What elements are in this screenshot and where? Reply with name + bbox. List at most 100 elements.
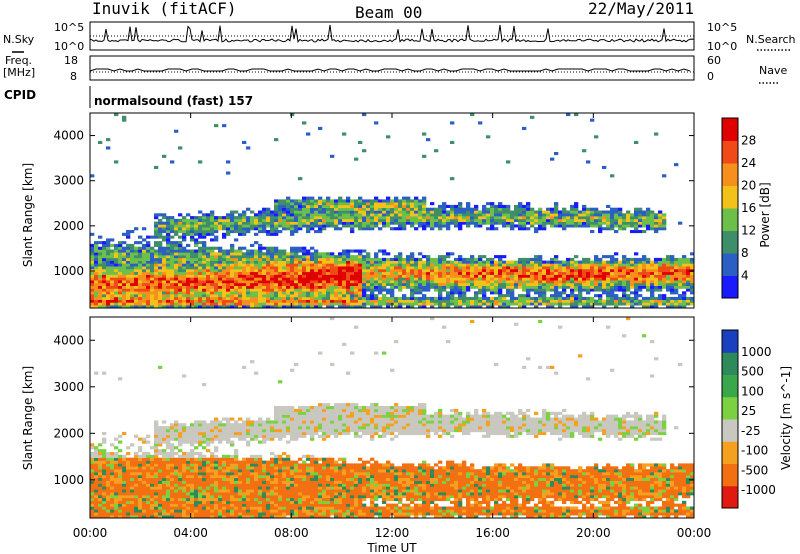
- power-cell: [322, 282, 327, 286]
- power-cell: [350, 224, 355, 228]
- power-cell: [470, 305, 475, 309]
- power-cell: [374, 263, 379, 267]
- power-cell: [598, 216, 603, 220]
- power-cell: [298, 296, 303, 300]
- velocity-cell: [98, 463, 103, 467]
- power-cell: [270, 260, 275, 264]
- power-cell: [198, 257, 203, 261]
- power-cell: [378, 207, 383, 211]
- velocity-cell: [210, 495, 215, 499]
- power-cell: [230, 252, 235, 256]
- power-cell: [290, 249, 295, 253]
- velocity-cell: [162, 509, 167, 513]
- velocity-cell: [126, 477, 131, 481]
- power-colorbar-tick: 28: [741, 134, 756, 148]
- power-cell: [462, 282, 467, 286]
- power-cell: [298, 271, 303, 275]
- power-cell: [634, 213, 639, 217]
- power-cell: [594, 218, 599, 222]
- power-cell: [510, 282, 515, 286]
- power-cell: [366, 294, 371, 298]
- power-cell: [498, 285, 503, 289]
- power-cell: [142, 266, 147, 270]
- velocity-cell: [166, 474, 171, 479]
- velocity-cell: [142, 492, 147, 496]
- power-cell: [202, 216, 207, 220]
- power-cell: [474, 280, 479, 284]
- power-cell: [146, 305, 151, 309]
- power-cell: [626, 269, 631, 273]
- velocity-cell: [146, 489, 151, 493]
- power-cell: [114, 285, 119, 289]
- velocity-cell: [158, 434, 163, 438]
- power-cell: [330, 255, 335, 259]
- power-cell: [266, 291, 271, 295]
- power-cell: [346, 274, 351, 278]
- power-cell: [362, 249, 367, 253]
- power-cell: [642, 255, 647, 259]
- power-cell: [266, 288, 271, 292]
- power-cell: [90, 299, 95, 303]
- power-cell: [526, 277, 531, 281]
- power-cell: [94, 294, 99, 298]
- power-cell: [438, 216, 443, 220]
- power-cell: [526, 210, 531, 214]
- power-cell: [238, 246, 243, 250]
- power-cell: [206, 302, 211, 306]
- power-cell: [118, 246, 123, 250]
- power-cell: [266, 282, 271, 286]
- power-cell: [310, 260, 315, 264]
- velocity-cell: [202, 383, 207, 387]
- power-cell: [674, 299, 679, 303]
- power-cell: [238, 288, 243, 292]
- power-cell: [426, 207, 431, 211]
- power-cell: [198, 271, 203, 275]
- power-cell: [90, 296, 95, 300]
- power-cell: [410, 216, 415, 220]
- power-cell: [290, 277, 295, 281]
- power-cell: [234, 299, 239, 303]
- power-cell: [626, 213, 631, 217]
- power-cell: [278, 257, 283, 261]
- power-cell: [238, 299, 243, 303]
- power-cell: [434, 207, 439, 211]
- power-cell: [490, 227, 495, 231]
- power-cell: [462, 271, 467, 275]
- power-cell: [250, 282, 255, 286]
- power-cell: [526, 260, 531, 264]
- power-cell: [258, 269, 263, 273]
- power-cell: [422, 132, 427, 136]
- velocity-cell: [206, 515, 211, 519]
- velocity-cell: [158, 365, 163, 369]
- power-cell: [278, 255, 283, 259]
- power-cell: [590, 218, 595, 222]
- power-cell: [334, 280, 339, 284]
- power-cell: [670, 302, 675, 306]
- power-cell: [590, 285, 595, 289]
- power-cell: [406, 218, 411, 222]
- power-cell: [574, 299, 579, 303]
- velocity-cell: [202, 446, 207, 450]
- power-cell: [642, 224, 647, 228]
- power-cell: [330, 263, 335, 267]
- power-cell: [586, 266, 591, 270]
- power-cell: [198, 232, 203, 236]
- power-cell: [414, 257, 419, 261]
- power-cell: [502, 266, 507, 270]
- power-cell: [674, 163, 679, 167]
- power-cell: [538, 227, 543, 231]
- power-cell: [274, 257, 279, 261]
- power-cell: [286, 266, 291, 270]
- velocity-cell: [210, 483, 215, 487]
- power-cell: [106, 249, 111, 253]
- power-cell: [642, 302, 647, 306]
- power-cell: [538, 274, 543, 278]
- power-cell: [618, 221, 623, 225]
- power-cell: [410, 285, 415, 289]
- velocity-cell: [142, 509, 147, 513]
- power-cell: [690, 291, 695, 295]
- velocity-cell: [138, 463, 143, 467]
- power-cell: [674, 266, 679, 270]
- power-cell: [582, 277, 587, 281]
- power-cell: [162, 255, 167, 259]
